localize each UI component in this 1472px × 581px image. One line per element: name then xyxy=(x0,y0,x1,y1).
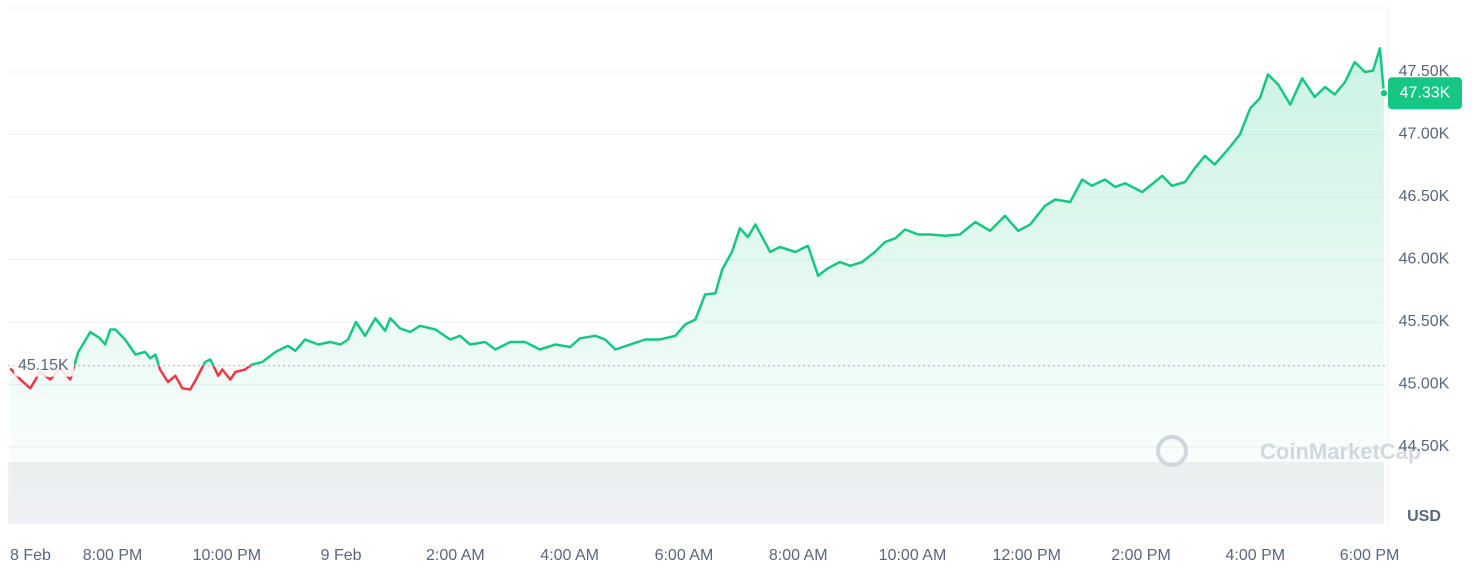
y-tick-label: 46.00K xyxy=(1399,251,1450,268)
x-tick-label: 6:00 AM xyxy=(655,547,714,564)
x-tick-label: 2:00 AM xyxy=(426,547,485,564)
x-tick-label: 2:00 PM xyxy=(1111,547,1171,564)
currency-label: USD xyxy=(1407,508,1441,525)
y-tick-label: 47.00K xyxy=(1399,126,1450,143)
x-tick-label: 12:00 PM xyxy=(993,547,1061,564)
x-tick-label: 4:00 PM xyxy=(1226,547,1286,564)
x-tick-label: 10:00 AM xyxy=(879,547,947,564)
y-tick-label: 45.50K xyxy=(1399,313,1450,330)
y-tick-label: 46.50K xyxy=(1399,188,1450,205)
baseline-label-bg xyxy=(14,354,74,377)
y-tick-label: 45.00K xyxy=(1399,376,1450,393)
baseline-label: 45.15K xyxy=(18,357,69,374)
x-tick-label: 6:00 PM xyxy=(1340,547,1400,564)
x-tick-label: 4:00 AM xyxy=(540,547,599,564)
last-price-badge xyxy=(1388,77,1462,110)
x-tick-label: 8:00 PM xyxy=(83,547,143,564)
price-line xyxy=(9,47,1386,391)
plot: 45.15K xyxy=(8,47,1389,525)
last-point xyxy=(1379,88,1389,98)
price-area xyxy=(10,48,1384,525)
last-price-label: 47.33K xyxy=(1400,84,1451,101)
x-tick-label: 8:00 AM xyxy=(769,547,828,564)
y-tick-label: 47.50K xyxy=(1399,63,1450,80)
x-tick-label: 10:00 PM xyxy=(193,547,261,564)
y-tick-label: 44.50K xyxy=(1399,438,1450,455)
x-tick-label: 8 Feb xyxy=(10,547,51,564)
x-tick-label: 9 Feb xyxy=(321,547,362,564)
